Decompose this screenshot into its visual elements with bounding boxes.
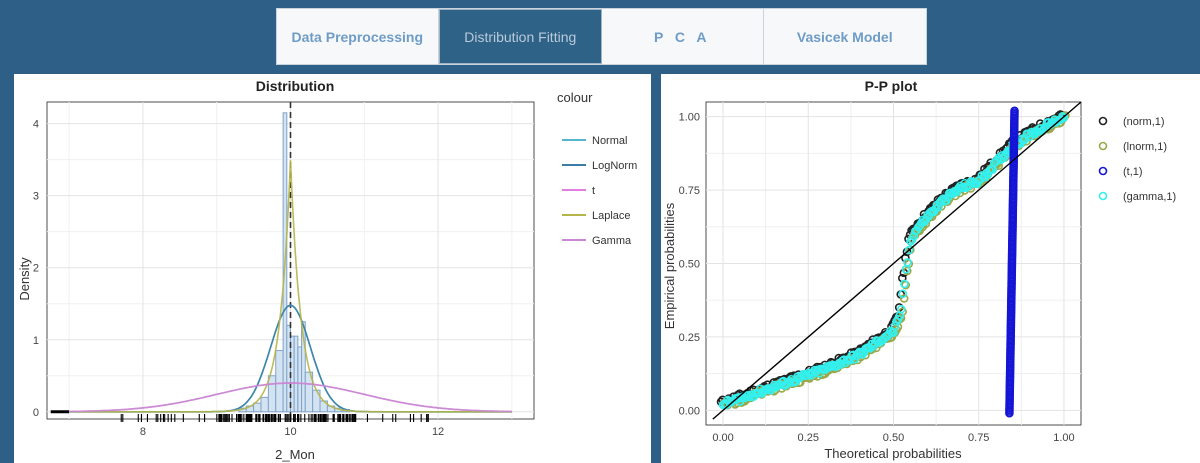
svg-text:(gamma,1): (gamma,1)	[1123, 191, 1176, 203]
histogram-bar	[253, 402, 262, 413]
svg-text:LogNorm: LogNorm	[592, 160, 637, 172]
pp-plot-chart: P-P plot Theoretical probabilities Empir…	[662, 78, 1177, 461]
legend-item-t[interactable]: (t,1)	[1098, 166, 1143, 178]
histogram-bar	[286, 324, 292, 413]
distribution-legend: Normal LogNorm t Laplace Gamma	[562, 135, 637, 247]
histogram-bar	[267, 375, 277, 413]
x-tick-label: 10	[284, 426, 296, 438]
x-tick-label: 0.00	[712, 432, 733, 444]
legend-item-normal[interactable]: Normal	[562, 135, 627, 147]
pp-point-gamma	[890, 321, 900, 330]
y-tick-label: 0.25	[679, 332, 700, 344]
legend-item-norm[interactable]: (norm,1)	[1098, 116, 1165, 128]
distribution-xlabel: 2_Mon	[275, 447, 315, 462]
pp-point-gamma	[918, 215, 928, 225]
pp-xlabel: Theoretical probabilities	[824, 446, 962, 461]
x-tick-label: 12	[432, 426, 444, 438]
distribution-ylabel: Density	[17, 257, 32, 301]
pp-point-lnorm	[901, 280, 911, 290]
density-curves	[69, 159, 512, 413]
pp-point-gamma	[1058, 111, 1067, 121]
density-curve-gamma	[69, 382, 512, 413]
histogram-bar	[297, 346, 303, 413]
y-tick-label: 1	[33, 335, 39, 347]
legend-item-lognorm[interactable]: LogNorm	[562, 160, 637, 172]
pp-title: P-P plot	[865, 78, 918, 94]
svg-text:Normal: Normal	[592, 135, 627, 147]
legend-item-lnorm[interactable]: (lnorm,1)	[1098, 141, 1168, 153]
pp-point-gamma	[896, 304, 906, 314]
svg-text:Laplace: Laplace	[592, 210, 631, 222]
legend-item-t[interactable]: t	[562, 185, 595, 197]
distribution-panel: Distribution 2_Mon Density colour 8 10 12 0…	[14, 74, 651, 463]
legend-item-laplace[interactable]: Laplace	[562, 210, 631, 222]
reference-line	[712, 101, 1082, 420]
svg-text:Gamma: Gamma	[592, 235, 632, 247]
y-tick-label: 1.00	[679, 112, 700, 124]
distribution-chart: Distribution 2_Mon Density colour 8 10 120…	[17, 78, 637, 462]
y-tick-label: 4	[33, 119, 39, 131]
svg-text:t: t	[592, 185, 595, 197]
y-tick-label: 0.50	[679, 259, 700, 271]
svg-text:(norm,1): (norm,1)	[1123, 116, 1165, 128]
legend-marker-gamma	[1098, 191, 1108, 201]
pp-point-gamma	[920, 217, 929, 226]
pp-point-gamma	[903, 258, 912, 267]
svg-text:(t,1): (t,1)	[1123, 166, 1143, 178]
x-tick-label: 8	[140, 426, 146, 438]
pp-ylabel: Empirical probabilities	[662, 202, 677, 329]
pp-point-gamma	[898, 289, 908, 299]
pp-legend: (norm,1) (lnorm,1) (t,1) (gamma,1)	[1098, 116, 1177, 203]
legend-item-gamma[interactable]: Gamma	[562, 235, 632, 247]
x-tick-label: 0.75	[968, 432, 989, 444]
distribution-title: Distribution	[256, 78, 335, 94]
pp-point-gamma	[934, 202, 943, 212]
legend-marker-t	[1098, 166, 1108, 176]
tab-vasicek-model[interactable]: Vasicek Model	[763, 9, 926, 64]
pp-point-gamma	[904, 245, 914, 255]
y-tick-label: 0.00	[679, 405, 700, 417]
legend-title: colour	[557, 90, 593, 105]
rug-marks	[50, 410, 429, 422]
tab-distribution-fitting[interactable]: Distribution Fitting	[438, 9, 602, 64]
x-tick-label: 0.25	[798, 432, 819, 444]
histogram-bar	[293, 335, 299, 413]
legend-marker-norm	[1098, 116, 1108, 126]
legend-item-gamma[interactable]: (gamma,1)	[1098, 191, 1177, 203]
pp-point-gamma	[718, 400, 728, 410]
pp-point-t	[1010, 106, 1019, 116]
pp-plot-panel: P-P plot Theoretical probabilities Empir…	[661, 74, 1200, 463]
y-tick-label: 2	[33, 263, 39, 275]
y-tick-label: 0	[33, 407, 39, 419]
legend-marker-lnorm	[1098, 141, 1108, 151]
x-tick-label: 0.50	[883, 432, 904, 444]
tab-pca[interactable]: P C A	[602, 9, 764, 64]
x-tick-label: 1.00	[1053, 432, 1074, 444]
density-curve-laplace	[69, 159, 512, 413]
y-tick-label: 3	[33, 191, 39, 203]
histogram-bar	[275, 350, 284, 413]
pp-point-gamma	[1059, 113, 1069, 123]
pp-points	[712, 101, 1082, 420]
pp-point-lnorm	[899, 294, 909, 303]
histogram-bar	[301, 321, 306, 413]
histogram-bar	[260, 396, 269, 413]
pp-point-gamma	[1017, 134, 1027, 144]
y-tick-label: 0.75	[679, 185, 700, 197]
tab-data-preprocessing[interactable]: Data Preprocessing	[277, 9, 439, 64]
main-nav-tabs: Data Preprocessing Distribution Fitting …	[276, 8, 927, 65]
pp-point-gamma	[900, 279, 909, 289]
svg-text:(lnorm,1): (lnorm,1)	[1123, 141, 1167, 153]
